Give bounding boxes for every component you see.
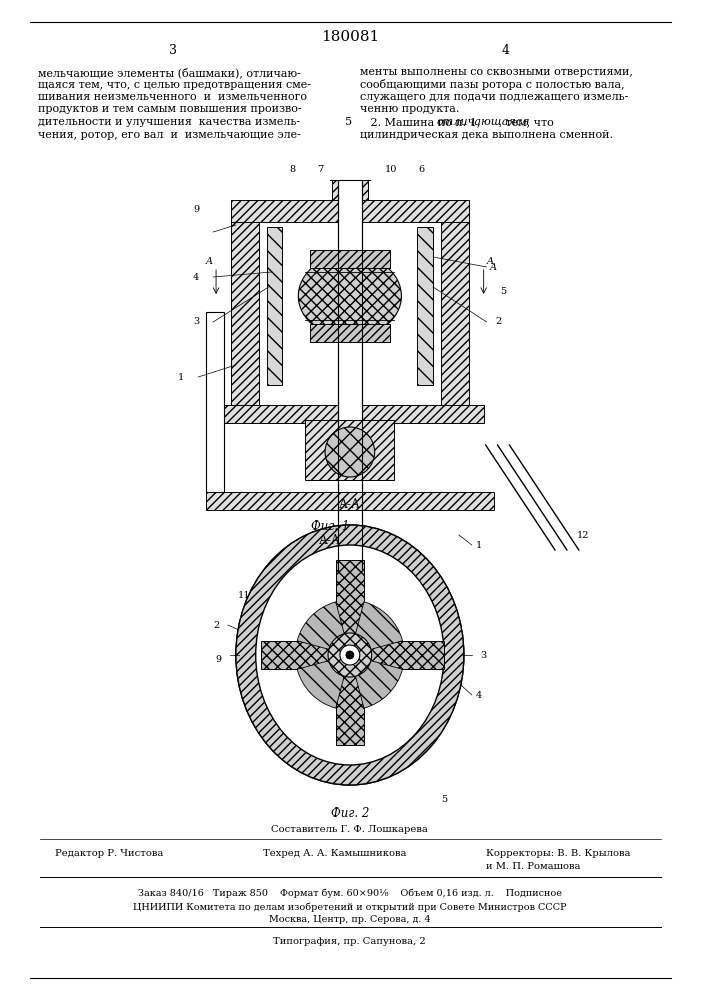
- Bar: [417, 227, 433, 385]
- Text: мельчающие элементы (башмаки), отличаю-: мельчающие элементы (башмаки), отличаю-: [37, 67, 300, 78]
- Bar: [336, 560, 363, 650]
- Text: 6: 6: [418, 165, 424, 174]
- Wedge shape: [297, 602, 350, 655]
- Text: 5: 5: [345, 117, 352, 127]
- Text: 4: 4: [193, 272, 199, 282]
- Circle shape: [328, 633, 372, 677]
- Text: 1: 1: [178, 372, 185, 381]
- Text: Редактор Р. Чистова: Редактор Р. Чистова: [54, 849, 163, 858]
- Text: 4: 4: [476, 690, 482, 700]
- Text: 10: 10: [385, 165, 397, 174]
- Text: Москва, Центр, пр. Серова, д. 4: Москва, Центр, пр. Серова, д. 4: [269, 915, 431, 924]
- Bar: [267, 227, 283, 385]
- Text: и М. П. Ромашова: и М. П. Ромашова: [486, 862, 580, 871]
- Text: 2: 2: [213, 620, 219, 630]
- Wedge shape: [350, 602, 402, 655]
- Bar: [338, 180, 362, 570]
- Text: 180081: 180081: [321, 30, 379, 44]
- Text: Составитель Г. Ф. Лошкарева: Составитель Г. Ф. Лошкарева: [271, 825, 428, 834]
- Text: Техред А. А. Камышникова: Техред А. А. Камышникова: [262, 849, 406, 858]
- Bar: [206, 312, 224, 492]
- Text: продуктов и тем самым повышения произво-: продуктов и тем самым повышения произво-: [37, 104, 301, 114]
- Text: 3: 3: [170, 43, 177, 56]
- Text: Заказ 840/16   Тираж 850    Формат бум. 60×90¹⁄₈    Объем 0,16 изд. л.    Подпис: Заказ 840/16 Тираж 850 Формат бум. 60×90…: [138, 889, 562, 898]
- Text: 9: 9: [215, 656, 221, 664]
- Wedge shape: [297, 655, 350, 708]
- Text: 2. Машина по п. 1,: 2. Машина по п. 1,: [360, 117, 484, 127]
- Text: сообщающими пазы ротора с полостью вала,: сообщающими пазы ротора с полостью вала,: [360, 80, 624, 91]
- Text: 7: 7: [317, 165, 323, 174]
- Text: A: A: [206, 257, 213, 266]
- Bar: [441, 222, 469, 405]
- Text: шивания неизмельченного  и  измельченного: шивания неизмельченного и измельченного: [37, 92, 307, 102]
- Bar: [310, 324, 390, 342]
- Text: отличающаяся: отличающаяся: [436, 117, 530, 127]
- Ellipse shape: [298, 254, 402, 338]
- Wedge shape: [350, 655, 402, 708]
- Text: ченню продукта.: ченню продукта.: [360, 104, 459, 114]
- Text: цилиндрическая дека выполнена сменной.: цилиндрическая дека выполнена сменной.: [360, 129, 613, 139]
- Text: Типография, пр. Сапунова, 2: Типография, пр. Сапунова, 2: [274, 937, 426, 946]
- Text: 3: 3: [481, 650, 487, 660]
- Text: 12: 12: [576, 530, 589, 540]
- Text: 5: 5: [501, 288, 506, 296]
- Text: 9: 9: [193, 206, 199, 215]
- Bar: [332, 180, 368, 200]
- Ellipse shape: [236, 525, 464, 785]
- Bar: [305, 420, 395, 480]
- Bar: [231, 222, 259, 405]
- Circle shape: [340, 645, 360, 665]
- Bar: [216, 405, 484, 423]
- Text: Фиг. 1: Фиг. 1: [311, 520, 349, 533]
- Bar: [336, 655, 363, 745]
- Text: 5: 5: [441, 796, 447, 804]
- Text: А-А: А-А: [319, 534, 341, 547]
- Text: A: A: [490, 262, 497, 271]
- Circle shape: [325, 427, 375, 477]
- Text: 1: 1: [476, 540, 482, 550]
- Text: чения, ротор, его вал  и  измельчающие эле-: чения, ротор, его вал и измельчающие эле…: [37, 129, 300, 139]
- Text: Корректоры: В. В. Крылова: Корректоры: В. В. Крылова: [486, 849, 630, 858]
- Text: 4: 4: [501, 43, 510, 56]
- Text: служащего для подачи подлежащего измель-: служащего для подачи подлежащего измель-: [360, 92, 628, 102]
- Text: Фиг. 2: Фиг. 2: [331, 807, 369, 820]
- Text: A: A: [487, 257, 494, 266]
- Bar: [231, 200, 469, 222]
- Ellipse shape: [236, 525, 464, 785]
- Text: 11: 11: [238, 590, 250, 599]
- Text: щаяся тем, что, с целью предотвращения сме-: щаяся тем, что, с целью предотвращения с…: [37, 80, 310, 90]
- Text: ЦНИИПИ Комитета по делам изобретений и открытий при Совете Министров СССР: ЦНИИПИ Комитета по делам изобретений и о…: [133, 902, 566, 912]
- Bar: [310, 250, 390, 268]
- Bar: [261, 641, 350, 669]
- Text: менты выполнены со сквозными отверстиями,: менты выполнены со сквозными отверстиями…: [360, 67, 633, 77]
- Text: 3: 3: [193, 318, 199, 326]
- Circle shape: [346, 651, 354, 659]
- Text: А-А: А-А: [339, 498, 361, 512]
- Text: 2: 2: [496, 318, 502, 326]
- Ellipse shape: [256, 545, 444, 765]
- Bar: [355, 641, 444, 669]
- Bar: [206, 492, 493, 510]
- Text: тем, что: тем, что: [501, 117, 554, 127]
- Text: дительности и улучшения  качества измель-: дительности и улучшения качества измель-: [37, 117, 300, 127]
- Text: 8: 8: [289, 165, 296, 174]
